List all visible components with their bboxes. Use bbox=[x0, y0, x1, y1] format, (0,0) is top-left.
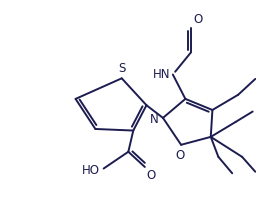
Text: S: S bbox=[118, 62, 126, 75]
Text: HO: HO bbox=[82, 164, 100, 177]
Text: HN: HN bbox=[153, 68, 170, 81]
Text: O: O bbox=[194, 13, 203, 26]
Text: O: O bbox=[147, 169, 156, 182]
Text: O: O bbox=[175, 149, 185, 162]
Text: N: N bbox=[150, 113, 159, 125]
